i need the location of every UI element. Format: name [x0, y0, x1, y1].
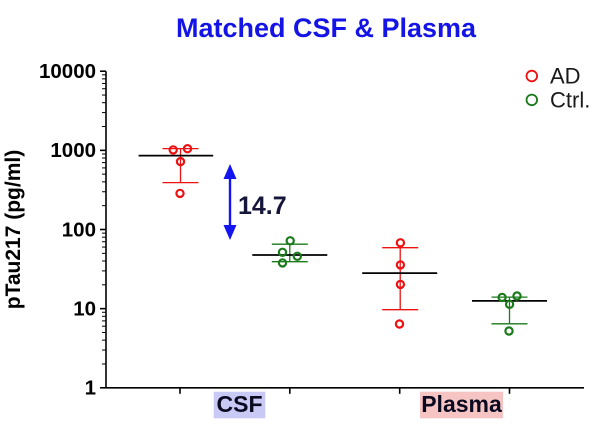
svg-text:14.7: 14.7: [238, 192, 287, 220]
svg-text:1: 1: [85, 377, 96, 400]
svg-text:10000: 10000: [39, 60, 96, 83]
svg-text:Ctrl.: Ctrl.: [550, 87, 590, 112]
svg-text:pTau217 (pg/ml): pTau217 (pg/ml): [2, 150, 25, 309]
svg-text:1000: 1000: [50, 139, 96, 162]
svg-text:10: 10: [73, 297, 96, 320]
svg-text:AD: AD: [550, 64, 581, 89]
svg-text:Plasma: Plasma: [421, 391, 502, 417]
svg-text:Matched CSF & Plasma: Matched CSF & Plasma: [176, 13, 477, 43]
svg-text:CSF: CSF: [217, 391, 263, 417]
svg-text:100: 100: [62, 218, 96, 241]
